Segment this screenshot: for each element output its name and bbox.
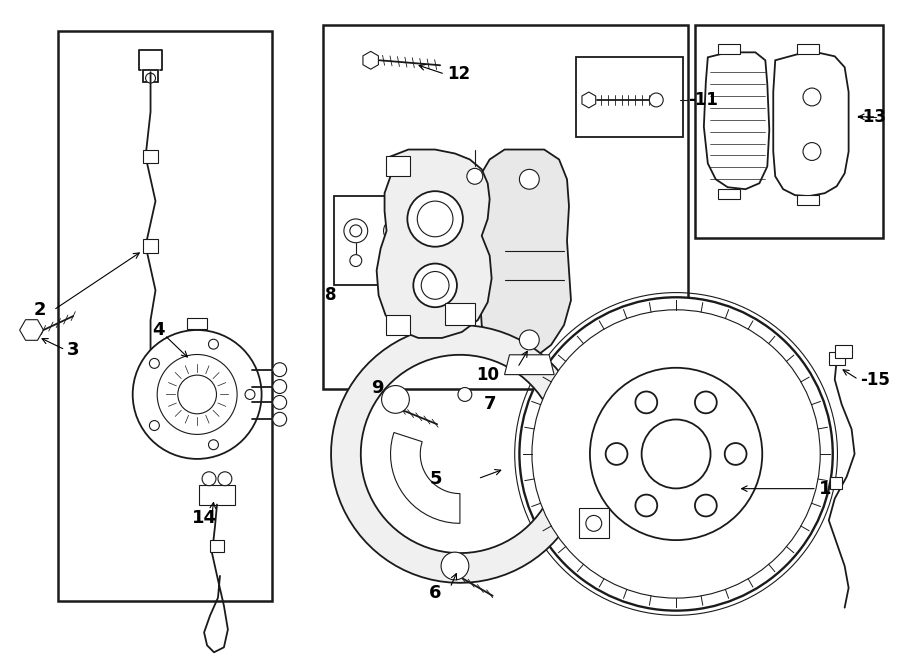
Polygon shape: [386, 389, 405, 410]
Circle shape: [218, 472, 232, 486]
Polygon shape: [331, 325, 589, 583]
Text: -13: -13: [856, 108, 886, 126]
Circle shape: [418, 201, 453, 237]
Circle shape: [149, 420, 159, 430]
Circle shape: [586, 516, 602, 531]
Polygon shape: [363, 52, 378, 69]
Polygon shape: [391, 432, 460, 524]
Circle shape: [519, 330, 539, 350]
Bar: [576, 58, 683, 137]
Polygon shape: [582, 92, 596, 108]
Polygon shape: [20, 320, 43, 340]
Circle shape: [382, 385, 410, 413]
Circle shape: [273, 412, 286, 426]
Circle shape: [649, 93, 663, 107]
Circle shape: [695, 494, 716, 516]
Circle shape: [408, 191, 463, 247]
Circle shape: [158, 354, 237, 434]
Circle shape: [245, 389, 255, 399]
Circle shape: [390, 254, 401, 266]
Text: 9: 9: [372, 379, 384, 397]
Circle shape: [441, 552, 469, 580]
Polygon shape: [145, 355, 157, 375]
Polygon shape: [199, 485, 235, 504]
Circle shape: [803, 88, 821, 106]
Bar: [334, 196, 443, 286]
Bar: [58, 30, 272, 601]
Polygon shape: [142, 149, 158, 163]
Text: 5: 5: [429, 470, 442, 488]
Text: 8: 8: [325, 286, 337, 304]
Circle shape: [532, 310, 820, 598]
Circle shape: [149, 358, 159, 368]
Circle shape: [803, 143, 821, 161]
Text: 7: 7: [483, 395, 496, 413]
Circle shape: [695, 391, 716, 413]
Polygon shape: [376, 149, 491, 338]
Polygon shape: [385, 157, 410, 176]
Circle shape: [209, 440, 219, 449]
Circle shape: [178, 375, 217, 414]
Text: 2: 2: [33, 301, 46, 319]
Text: -11: -11: [688, 91, 718, 109]
Circle shape: [421, 272, 449, 299]
Polygon shape: [142, 70, 158, 82]
Circle shape: [383, 219, 408, 243]
Text: 14: 14: [192, 510, 217, 527]
Circle shape: [606, 443, 627, 465]
Circle shape: [519, 169, 539, 189]
Polygon shape: [717, 189, 740, 199]
Polygon shape: [446, 555, 464, 577]
Text: 10: 10: [477, 366, 500, 383]
Circle shape: [273, 395, 286, 409]
Polygon shape: [829, 352, 845, 365]
Polygon shape: [797, 195, 819, 205]
Text: 1: 1: [819, 480, 832, 498]
Text: 12: 12: [447, 65, 470, 83]
Circle shape: [590, 368, 762, 540]
Circle shape: [350, 254, 362, 266]
Circle shape: [273, 379, 286, 393]
Polygon shape: [773, 52, 849, 196]
Circle shape: [467, 169, 482, 184]
Polygon shape: [385, 315, 410, 335]
Circle shape: [146, 73, 156, 83]
Text: 6: 6: [429, 584, 441, 602]
Bar: [695, 24, 883, 238]
Text: 4: 4: [152, 321, 165, 339]
Polygon shape: [830, 477, 842, 488]
Polygon shape: [210, 540, 224, 552]
Polygon shape: [187, 319, 207, 329]
Circle shape: [724, 443, 746, 465]
Bar: [323, 24, 688, 389]
Polygon shape: [142, 239, 158, 253]
Polygon shape: [480, 149, 571, 362]
Circle shape: [635, 391, 657, 413]
Polygon shape: [797, 44, 819, 54]
Polygon shape: [505, 355, 554, 375]
Polygon shape: [579, 508, 608, 538]
Circle shape: [350, 225, 362, 237]
Circle shape: [273, 363, 286, 377]
Circle shape: [519, 297, 832, 611]
Polygon shape: [834, 345, 851, 358]
Polygon shape: [717, 44, 740, 54]
Circle shape: [458, 387, 472, 401]
Circle shape: [202, 472, 216, 486]
Circle shape: [132, 330, 262, 459]
Polygon shape: [445, 303, 475, 325]
Text: -15: -15: [860, 371, 890, 389]
Circle shape: [635, 494, 657, 516]
Circle shape: [390, 225, 401, 237]
Circle shape: [413, 264, 457, 307]
Polygon shape: [704, 52, 770, 189]
Circle shape: [642, 420, 711, 488]
Text: 3: 3: [68, 341, 80, 359]
Circle shape: [344, 219, 368, 243]
Circle shape: [209, 339, 219, 349]
